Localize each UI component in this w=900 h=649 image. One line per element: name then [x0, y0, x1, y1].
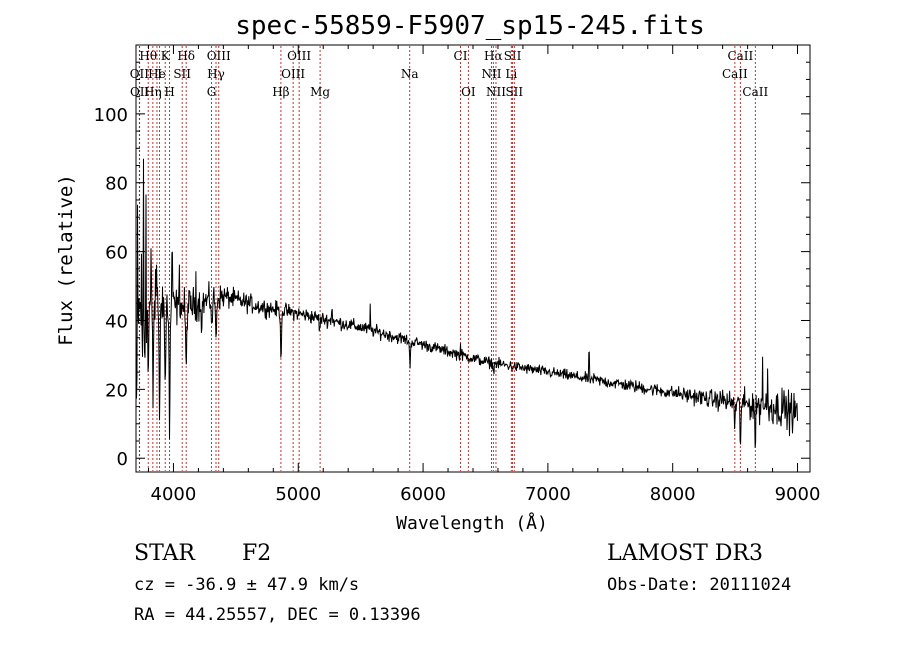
x-tick-label: 6000 — [400, 484, 446, 505]
x-axis-label: Wavelength (Å) — [396, 512, 548, 534]
y-axis-label: Flux (relative) — [55, 174, 77, 346]
line-marker-label: SII — [505, 85, 523, 99]
x-tick-label: 4000 — [151, 484, 197, 505]
y-tick-label: 100 — [94, 105, 128, 126]
line-marker-label: OIII — [281, 67, 305, 81]
y-tick-label: 40 — [105, 311, 128, 332]
redshift-velocity: cz = -36.9 ± 47.9 km/s — [134, 575, 359, 595]
x-tick-label: 8000 — [650, 484, 696, 505]
line-marker-label: SII — [504, 49, 522, 63]
line-marker-label: Na — [401, 67, 419, 81]
y-tick-label: 20 — [105, 380, 128, 401]
line-marker-label: Hδ — [177, 49, 195, 63]
line-marker-label: K — [161, 49, 171, 63]
line-marker-label: CI — [454, 49, 468, 63]
line-marker-label: NII — [486, 85, 506, 99]
line-marker-label: Hγ — [207, 67, 225, 81]
line-marker-label: CaII — [727, 49, 753, 63]
chart-title: spec-55859-F5907_sp15-245.fits — [235, 11, 705, 41]
survey-name: LAMOST DR3 — [607, 541, 763, 566]
line-marker-label: NII — [481, 67, 501, 81]
line-marker-label: OIII — [287, 49, 311, 63]
line-marker-label: Li — [505, 67, 517, 81]
line-marker-label: OI — [461, 85, 476, 99]
object-class: STAR — [134, 541, 196, 566]
coordinates: RA = 44.25557, DEC = 0.13396 — [134, 605, 421, 625]
line-marker-label: CaII — [742, 85, 768, 99]
y-tick-label: 80 — [105, 174, 128, 195]
line-marker-label: Hα — [484, 49, 503, 63]
line-marker-label: SII — [173, 67, 191, 81]
spectrum-series-line — [135, 158, 798, 448]
line-marker-label: OIII — [207, 49, 231, 63]
x-tick-label: 7000 — [525, 484, 571, 505]
line-marker-label: OII — [130, 85, 150, 99]
x-tick-label: 9000 — [775, 484, 821, 505]
line-marker-label: Hβ — [272, 85, 289, 99]
line-marker-label: CaII — [722, 67, 748, 81]
line-marker-label: I — [157, 67, 162, 81]
axis-ticks: 4000 5000 6000 7000 8000 9000 0 20 40 60 80 100 — [94, 45, 821, 505]
observation-date: Obs-Date: 20111024 — [607, 575, 791, 595]
y-tick-label: 60 — [105, 243, 128, 264]
x-tick-label: 5000 — [275, 484, 321, 505]
y-tick-label: 0 — [117, 449, 128, 470]
line-marker-label: Mg — [310, 85, 330, 99]
line-marker-label: H — [164, 85, 174, 99]
line-marker-label: Hη — [144, 85, 162, 99]
line-marker-label: G — [207, 85, 217, 99]
plot-frame — [135, 44, 811, 473]
line-marker-label: Hθ — [139, 49, 157, 63]
object-subclass: F2 — [242, 541, 271, 566]
